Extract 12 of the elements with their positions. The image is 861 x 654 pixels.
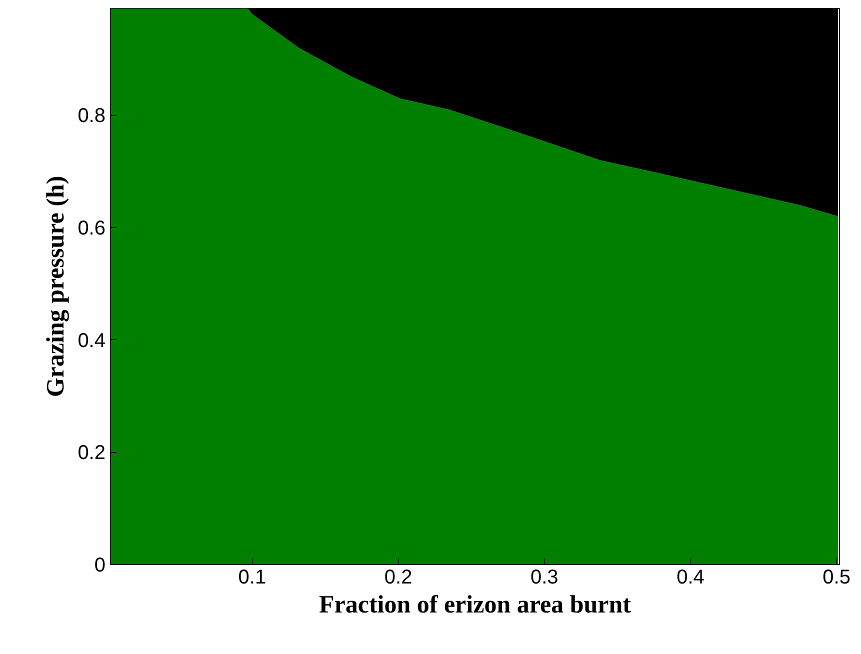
x-tick-label: 0.4 bbox=[676, 566, 704, 588]
y-axis-title: Grazing pressure (h) bbox=[42, 176, 70, 398]
x-tick-label: 0.3 bbox=[530, 566, 558, 588]
y-tick-label: 0.8 bbox=[78, 105, 106, 128]
y-tick-label: 0 bbox=[94, 554, 106, 576]
y-tick-label: 0.6 bbox=[78, 218, 106, 240]
y-tick-label: 0.4 bbox=[78, 330, 106, 352]
x-tick-label: 0.5 bbox=[822, 566, 850, 588]
y-tick-label: 0.2 bbox=[78, 442, 106, 464]
x-axis-title: Fraction of erizon area burnt bbox=[319, 592, 632, 618]
x-tick-label: 0.2 bbox=[384, 566, 412, 588]
x-tick-label: 0.1 bbox=[238, 566, 266, 588]
